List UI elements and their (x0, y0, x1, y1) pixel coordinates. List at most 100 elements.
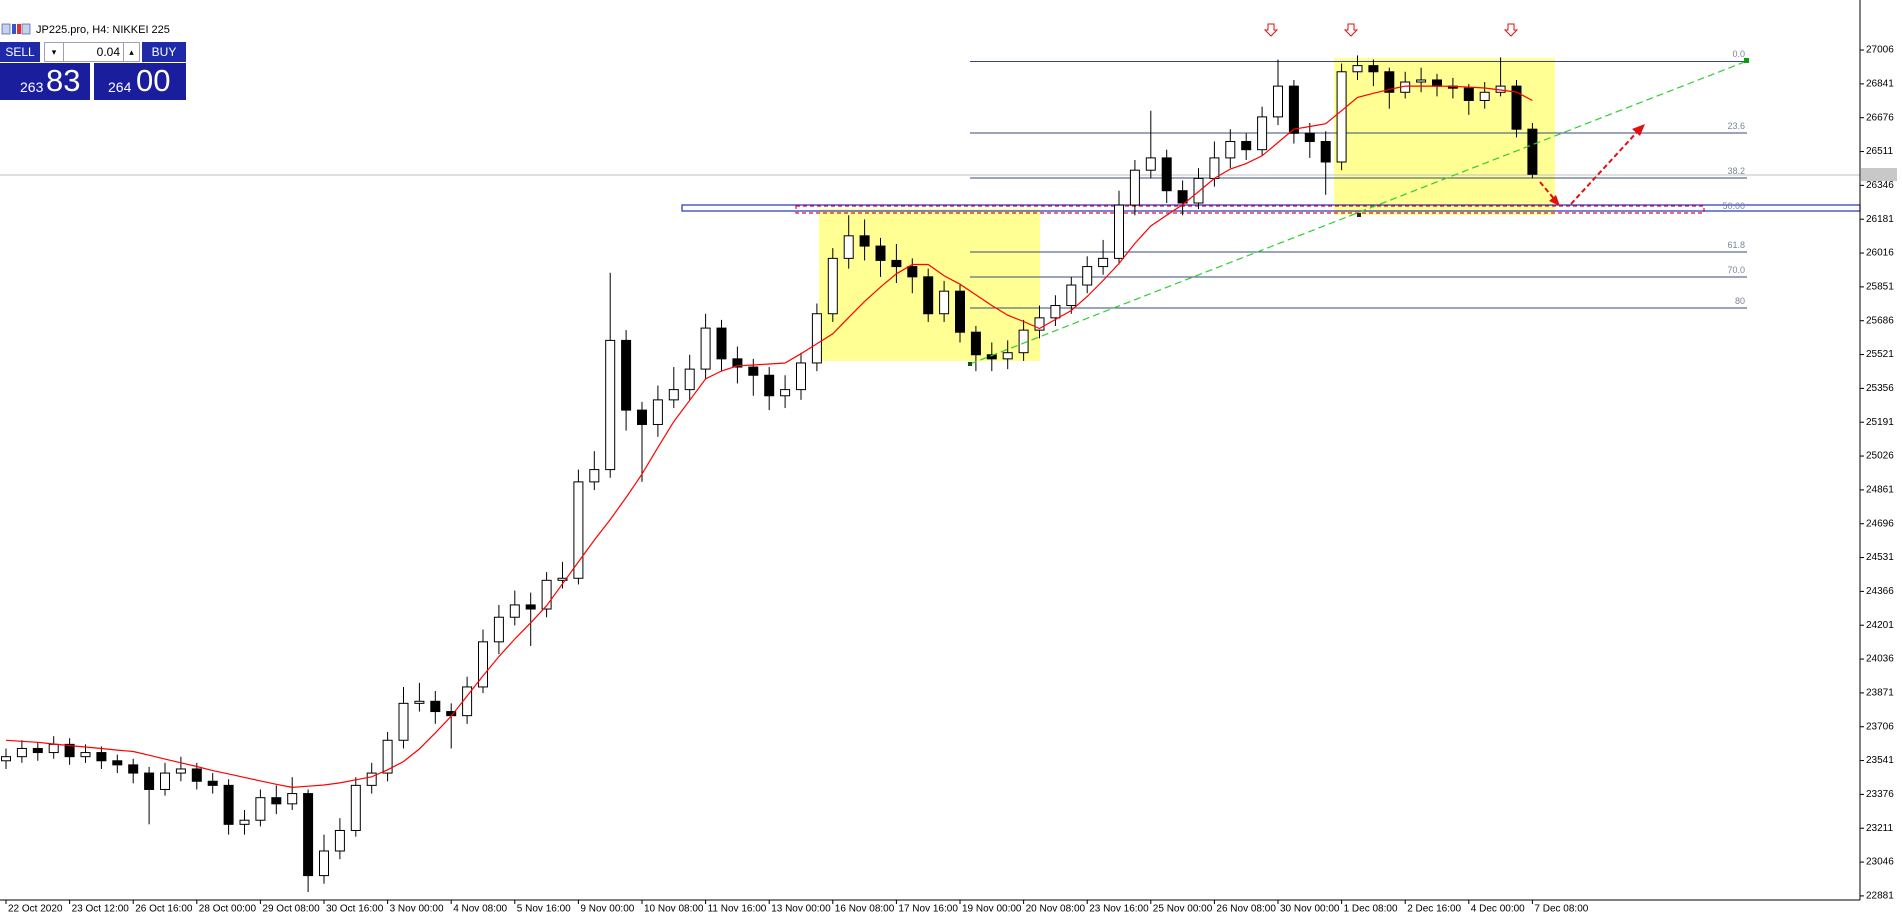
lot-up-button[interactable]: ▴ (123, 42, 140, 62)
candle-body (1463, 87, 1474, 101)
y-tick-label: 23211 (1866, 823, 1894, 834)
ask-price-box[interactable]: 264 00 (94, 63, 186, 100)
candle-body (334, 829, 345, 852)
x-tick-label: 9 Nov 00:00 (580, 904, 634, 915)
candle-body (223, 784, 234, 825)
y-tick-label: 23541 (1866, 755, 1894, 766)
candle-body (112, 760, 123, 766)
one-click-trading-panel: SELL ▾ 0.04 ▴ BUY 263 83 264 00 (0, 42, 186, 100)
x-tick-label: 26 Oct 16:00 (135, 904, 193, 915)
x-tick-label: 17 Nov 16:00 (898, 904, 958, 915)
y-tick-label: 23706 (1866, 721, 1894, 732)
bid-price-big: 83 (46, 63, 81, 98)
candle-body (144, 772, 155, 790)
candle-body (80, 752, 91, 758)
candle-body (811, 313, 822, 364)
trend-line (969, 60, 1748, 365)
candle-body (430, 700, 441, 713)
candle-body (1511, 85, 1522, 130)
candle-body (1257, 116, 1268, 151)
candle-body (1479, 91, 1490, 101)
y-tick-label: 24531 (1866, 552, 1894, 563)
sell-button[interactable]: SELL (0, 42, 40, 62)
candle-body (652, 399, 663, 425)
candle-body (1082, 266, 1093, 286)
highlight-zone (1334, 58, 1555, 215)
x-tick-label: 26 Nov 08:00 (1216, 904, 1276, 915)
x-tick-label: 5 Nov 16:00 (517, 904, 571, 915)
candle-body (637, 409, 647, 425)
lot-down-button[interactable]: ▾ (44, 42, 64, 62)
x-tick-label: 2 Dec 16:00 (1407, 904, 1461, 915)
plot-area (1, 55, 1538, 893)
candle-body (398, 702, 409, 741)
candle-body (32, 747, 43, 754)
y-tick-label: 25851 (1866, 282, 1894, 293)
candle-body (621, 339, 632, 411)
candle-body (1114, 204, 1124, 259)
window-icon (1, 23, 11, 35)
candle-body (764, 374, 775, 397)
candle-body (16, 747, 27, 758)
signal-arrow (1503, 23, 1519, 37)
candle-body (1209, 157, 1220, 179)
candle-body (271, 797, 282, 805)
x-tick-label: 4 Dec 00:00 (1471, 904, 1525, 915)
candle-body (1304, 132, 1315, 142)
candle-body (1336, 71, 1347, 163)
candle-body (1002, 352, 1013, 360)
candle-body (303, 793, 314, 877)
candle-body (1273, 85, 1283, 118)
support-zone (795, 205, 1705, 214)
candle-body (923, 276, 934, 315)
x-tick-label: 10 Nov 08:00 (644, 904, 704, 915)
y-tick-label: 23046 (1866, 857, 1894, 868)
candle-body (970, 331, 981, 356)
bid-price-box[interactable]: 263 83 (0, 63, 90, 100)
candle-body (1288, 85, 1299, 134)
candle-body (64, 743, 75, 758)
candle-body (160, 772, 170, 790)
ask-price-small: 264 (108, 79, 132, 95)
candle-body (939, 290, 950, 315)
fib-label: 38.2 (1727, 166, 1745, 176)
trend-anchor (1744, 58, 1749, 63)
candle-body (287, 793, 298, 805)
candle-body (525, 604, 536, 610)
candle-body (1129, 169, 1140, 206)
candle-body (891, 259, 902, 268)
candle-body (175, 768, 186, 774)
arrow-head (1632, 124, 1645, 136)
x-tick-label: 28 Oct 00:00 (199, 904, 257, 915)
x-tick-label: 25 Nov 00:00 (1153, 904, 1213, 915)
fib-label: 80 (1735, 296, 1745, 306)
fib-label: 23.6 (1727, 121, 1745, 131)
y-tick-label: 25521 (1866, 349, 1894, 360)
candle-body (955, 290, 965, 333)
candle-body (557, 577, 568, 581)
current-price-tag (1861, 168, 1897, 181)
y-tick-label: 26511 (1866, 146, 1894, 157)
candle-body (1050, 305, 1061, 319)
x-tick-label: 23 Oct 12:00 (72, 904, 130, 915)
candle-body (748, 366, 759, 376)
candle-body (128, 764, 139, 774)
signal-arrow (1343, 23, 1359, 37)
fib-anchor (1357, 213, 1361, 217)
window-icon (12, 24, 16, 34)
candle-body (1320, 140, 1331, 163)
candle-body (1098, 257, 1109, 268)
candle-body (573, 481, 584, 579)
candle-body (319, 850, 329, 877)
y-tick-label: 24036 (1866, 654, 1894, 665)
trend-anchor (968, 362, 972, 366)
lot-input[interactable]: 0.04 (63, 42, 124, 62)
y-tick-label: 23376 (1866, 789, 1894, 800)
x-tick-label: 19 Nov 00:00 (962, 904, 1022, 915)
fib-label: 50.00 (1722, 201, 1745, 211)
candle-body (207, 780, 218, 786)
candle-body (191, 768, 202, 782)
buy-button[interactable]: BUY (142, 42, 186, 62)
